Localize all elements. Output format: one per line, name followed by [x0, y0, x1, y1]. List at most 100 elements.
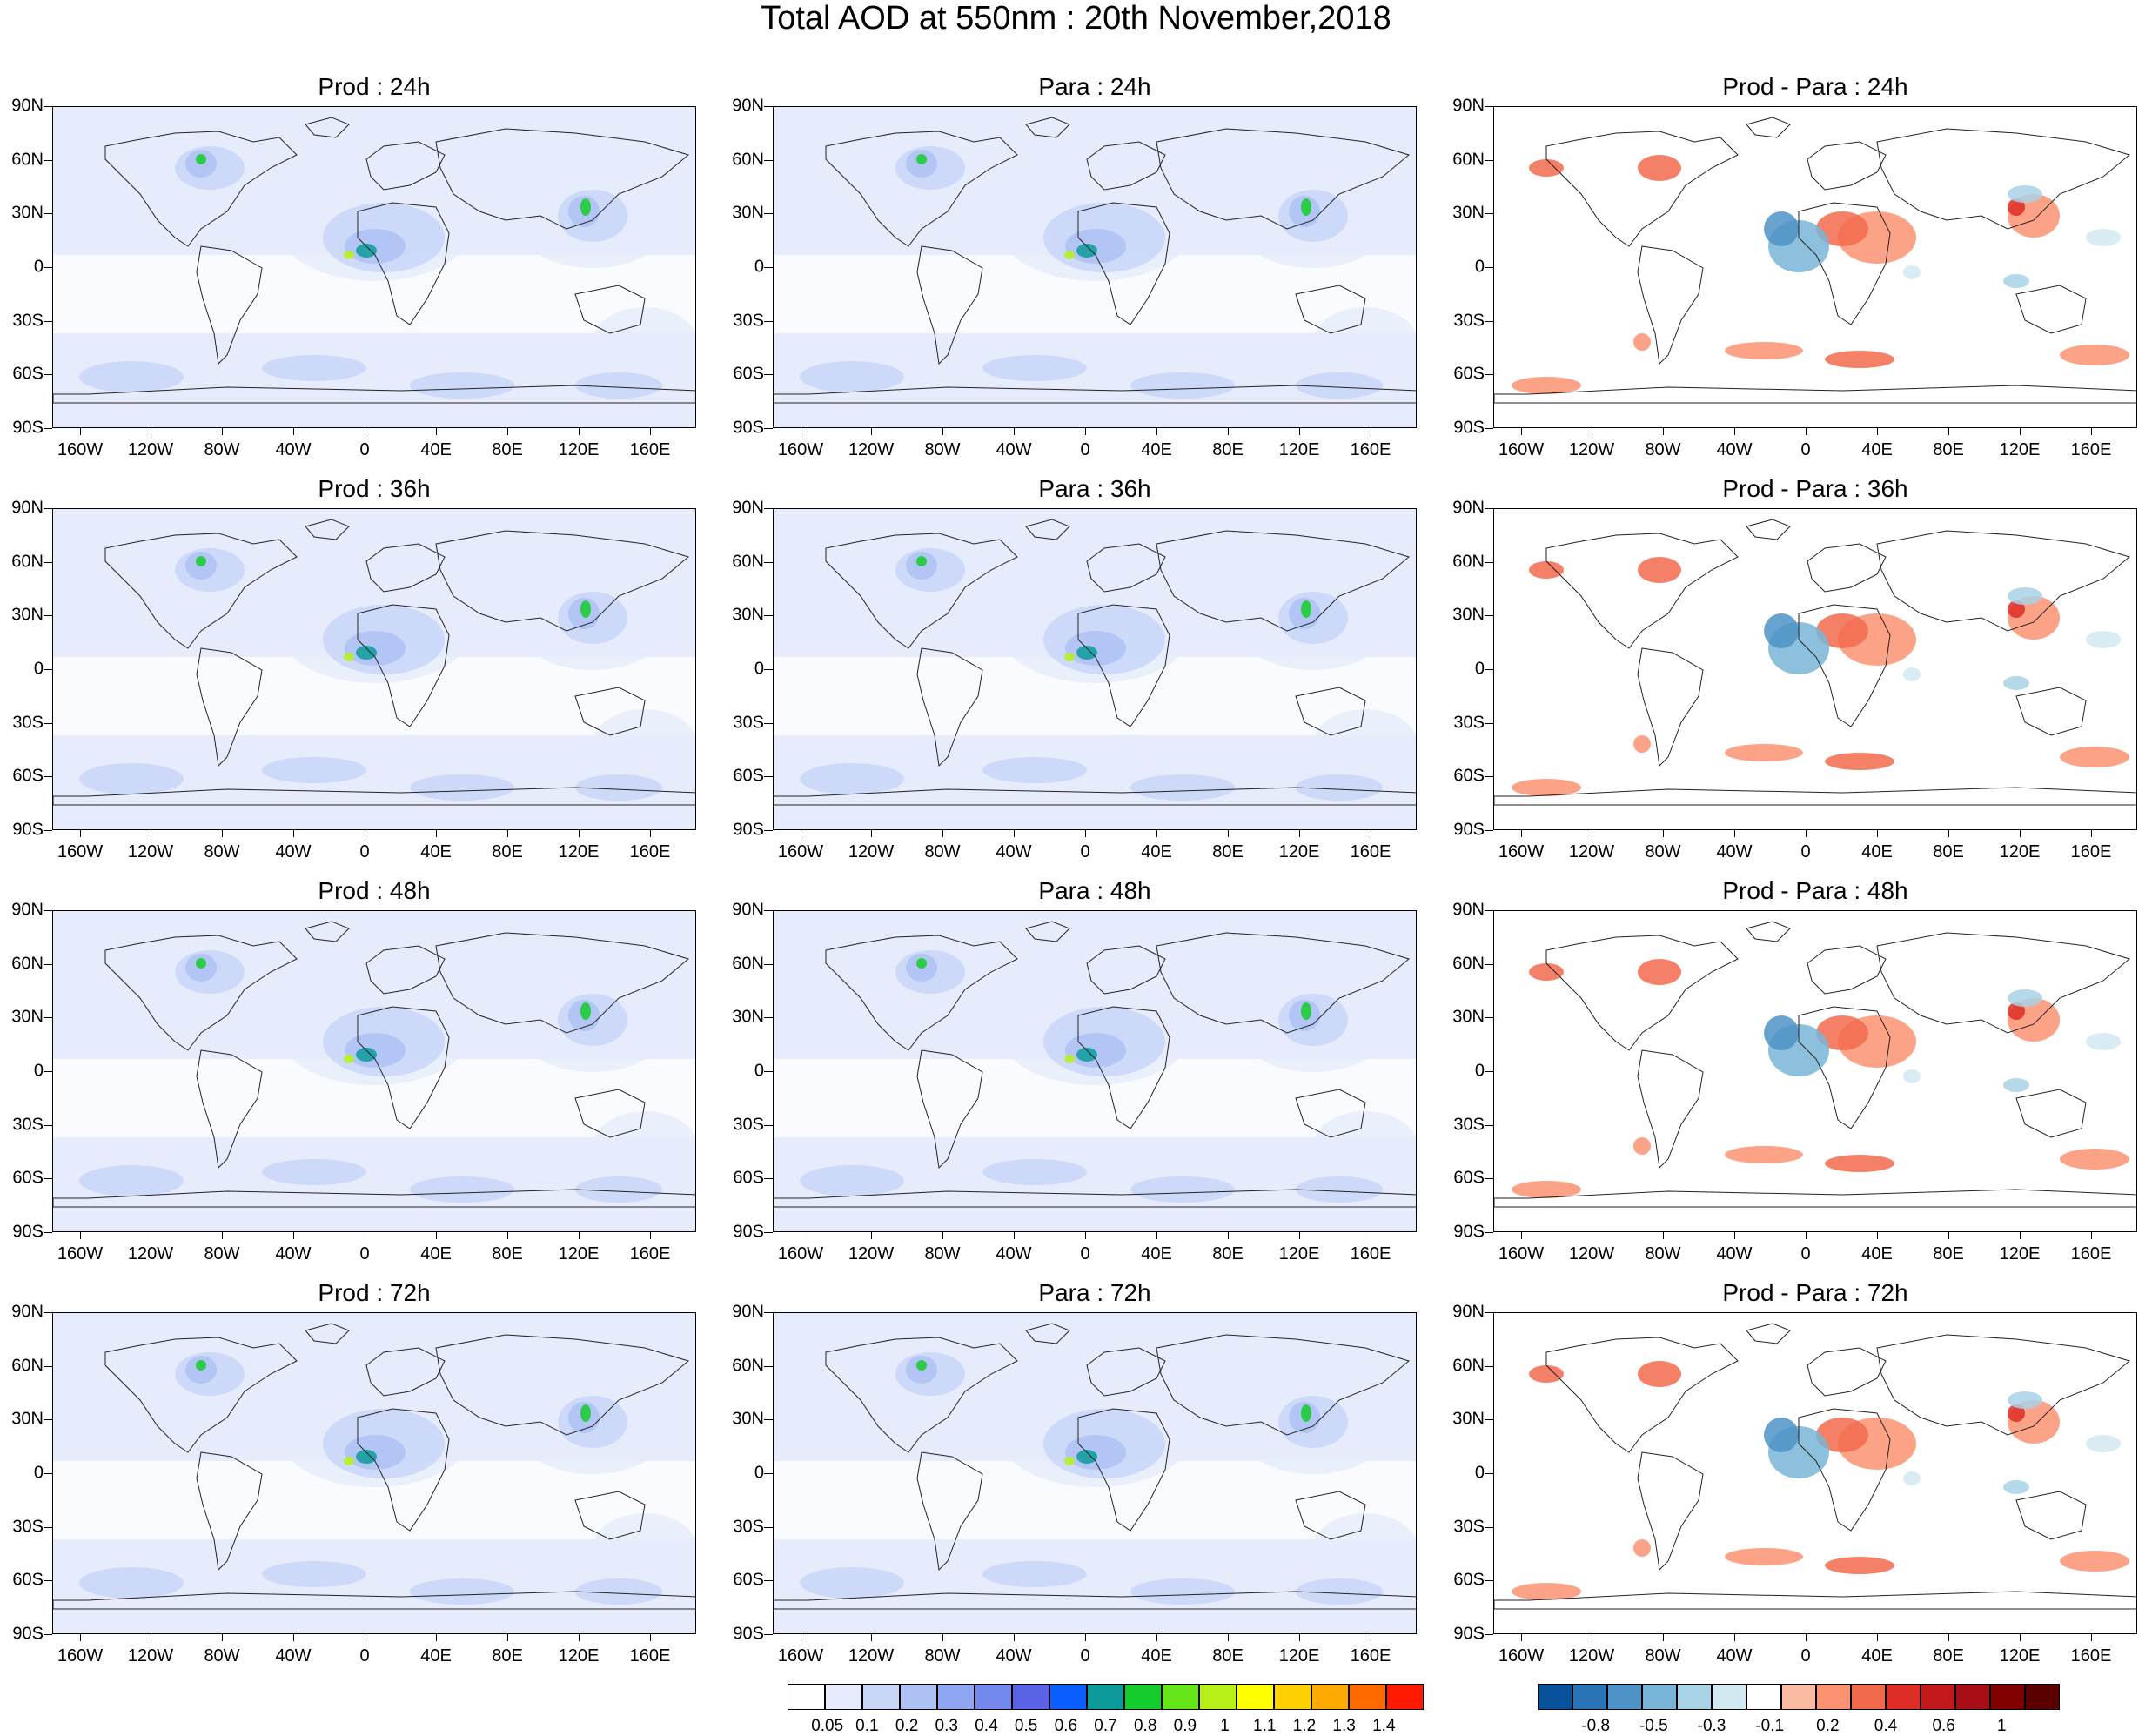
longitude-tick: [1521, 830, 1522, 837]
coastline: [1798, 202, 1891, 325]
aod-contour-region: [344, 653, 354, 661]
map-plot-area: [1493, 508, 2137, 830]
longitude-tick: [1085, 830, 1086, 837]
latitude-tick: [1485, 722, 1493, 724]
longitude-tick: [1663, 1232, 1664, 1239]
latitude-label: 90N: [732, 96, 764, 116]
colorbar-swatch: [1012, 1684, 1049, 1710]
difference-contour-region: [2060, 345, 2129, 365]
aod-contour-region: [345, 229, 406, 264]
latitude-label: 0: [754, 1061, 764, 1081]
longitude-label: 40W: [1716, 1244, 1753, 1263]
map-plot-area: [1493, 106, 2137, 428]
latitude-label: 60S: [733, 1570, 764, 1590]
longitude-tick: [507, 428, 508, 435]
aod-contour-region: [196, 154, 206, 164]
aod-contour-region: [1064, 653, 1075, 661]
coastline: [357, 604, 450, 727]
aod-contour-region: [79, 763, 184, 794]
longitude-tick: [871, 428, 872, 435]
longitude-tick: [942, 1232, 943, 1239]
aod-contour-region: [345, 631, 406, 666]
aod-contour-region: [123, 735, 645, 788]
aod-contour-region: [1301, 1404, 1311, 1422]
longitude-tick: [1299, 1232, 1300, 1239]
difference-contour-region: [2008, 587, 2042, 605]
latitude-label: 30N: [732, 203, 764, 223]
panel-title: Prod - Para : 36h: [1722, 475, 1908, 502]
coastline: [574, 1089, 646, 1138]
coastline: [825, 935, 1018, 1051]
aod-contour-region: [982, 757, 1087, 783]
longitude-tick: [80, 830, 81, 837]
longitude-label: 120E: [558, 1646, 600, 1666]
coastline: [365, 543, 446, 593]
aod-contour-region: [262, 757, 366, 783]
latitude-label: 60S: [12, 1168, 44, 1188]
latitude-label: 30S: [733, 1517, 764, 1537]
latitude-label: 60S: [733, 1168, 764, 1188]
latitude-label: 90S: [733, 1222, 764, 1242]
latitude-label: 60N: [11, 150, 44, 170]
latitude-label: 60N: [1452, 954, 1485, 974]
map-panel: Prod - Para : 48h 90N 60N 30N 0 30S 60S 90S 160W…: [1441, 877, 2137, 1283]
latitude-label: 30S: [733, 311, 764, 331]
latitude-tick: [1485, 830, 1493, 831]
aod-contour-region: [575, 372, 662, 399]
longitude-tick: [2020, 1232, 2021, 1239]
colorbar-swatch: [1349, 1684, 1386, 1710]
map-panel: Prod - Para : 36h 90N 60N 30N 0 30S 60S 90S 160W…: [1441, 475, 2137, 881]
longitude-tick: [1228, 1232, 1229, 1239]
latitude-tick: [44, 910, 52, 911]
coastline: [305, 921, 350, 942]
colorbar-label: -0.1: [1755, 1717, 1785, 1735]
longitude-label: 40W: [1716, 440, 1753, 459]
latitude-label: 0: [1474, 257, 1485, 277]
latitude-tick: [44, 508, 52, 509]
longitude-label: 80W: [1645, 440, 1681, 459]
longitude-label: 120W: [1568, 1244, 1615, 1263]
aod-contour-region: [262, 1159, 366, 1185]
coastline: [916, 245, 983, 365]
latitude-label: 30S: [1453, 311, 1485, 331]
longitude-label: 80W: [1645, 1646, 1681, 1666]
longitude-label: 80W: [1645, 1244, 1681, 1263]
coastline: [1746, 117, 1791, 138]
longitude-tick: [1299, 428, 1300, 435]
latitude-tick: [764, 1312, 773, 1313]
longitude-label: 160W: [1498, 440, 1545, 459]
longitude-tick: [579, 830, 580, 837]
difference-contour-region: [1903, 1069, 1921, 1083]
coastline: [2015, 1491, 2087, 1540]
panel-title: Prod : 36h: [318, 475, 431, 502]
aod-contour-region: [916, 958, 927, 969]
longitude-label: 40W: [275, 1244, 312, 1263]
colorbar-swatch: [1746, 1684, 1781, 1710]
aod-contour-region: [575, 1578, 662, 1605]
colorbar-label: 0.2: [1816, 1717, 1840, 1735]
latitude-tick: [44, 1017, 52, 1019]
coastline: [1876, 1334, 2131, 1436]
longitude-tick: [293, 830, 294, 837]
colorbar-swatch: [1851, 1684, 1886, 1710]
panel-title: Para : 48h: [1038, 877, 1151, 904]
latitude-label: 0: [754, 1463, 764, 1483]
latitude-tick: [44, 159, 52, 161]
longitude-label: 120W: [127, 842, 174, 861]
latitude-label: 90N: [732, 1302, 764, 1322]
colorbar-label: 0.4: [1874, 1717, 1898, 1735]
coastline: [1807, 945, 1887, 995]
coastline: [574, 1491, 646, 1540]
difference-contour-region: [1529, 561, 1564, 579]
latitude-tick: [764, 561, 773, 563]
longitude-tick: [871, 830, 872, 837]
longitude-tick: [579, 1232, 580, 1239]
latitude-tick: [764, 508, 773, 509]
longitude-tick: [1806, 1634, 1807, 1641]
colorbar-label: 0.9: [1173, 1717, 1197, 1735]
latitude-label: 60N: [732, 552, 764, 572]
longitude-label: 120E: [1278, 1244, 1320, 1263]
latitude-tick: [1485, 213, 1493, 215]
latitude-label: 30N: [732, 1409, 764, 1429]
colorbar-swatch: [1886, 1684, 1921, 1710]
